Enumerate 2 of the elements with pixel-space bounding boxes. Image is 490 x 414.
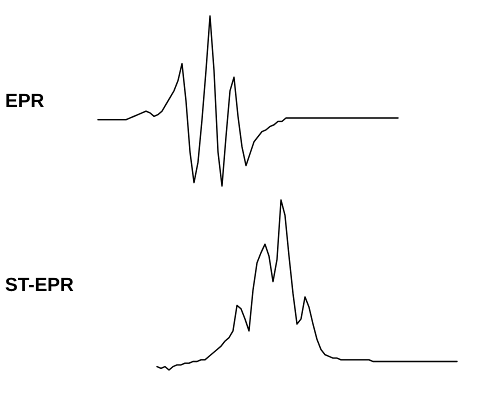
text: ST-EPR bbox=[5, 275, 74, 296]
text: EPR bbox=[5, 91, 44, 112]
